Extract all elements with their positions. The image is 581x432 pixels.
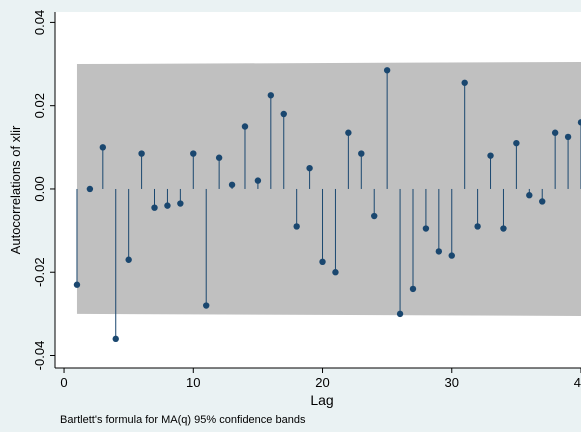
x-tick-label: 30	[445, 375, 459, 390]
y-tick-label: 0.04	[32, 10, 47, 35]
stem-marker	[293, 223, 300, 230]
x-tick-label: 10	[186, 375, 200, 390]
stem-marker	[267, 92, 275, 99]
stem-marker	[487, 152, 494, 159]
confidence-band	[76, 61, 581, 316]
stem-marker	[241, 123, 249, 130]
y-tick-label: 0.02	[32, 93, 47, 118]
stem-marker	[513, 139, 520, 147]
stem-marker	[319, 258, 326, 266]
note: Bartlett's formula for MA(q) 95% confide…	[60, 414, 306, 426]
stem-marker	[577, 119, 581, 126]
stem-marker	[228, 181, 236, 188]
stem-marker	[332, 269, 339, 276]
stem-marker	[138, 150, 145, 157]
stem-marker	[190, 150, 197, 157]
stem-marker	[203, 302, 210, 309]
stem-marker	[409, 285, 417, 293]
stem-marker	[526, 192, 533, 199]
stem-marker	[280, 110, 287, 118]
x-tick-label: 20	[315, 375, 329, 390]
stem-marker	[435, 248, 443, 255]
y-tick-label: -0.02	[32, 257, 47, 287]
y-tick-label: 0.00	[32, 176, 47, 201]
stem-marker	[396, 310, 404, 318]
stem-marker	[112, 335, 119, 343]
x-tick-label: 40	[574, 375, 581, 390]
stem-marker	[539, 198, 546, 205]
stem-marker	[99, 144, 107, 151]
y-tick-label: -0.04	[32, 341, 47, 371]
stem-marker	[383, 67, 391, 74]
x-axis-title: Lag	[310, 392, 333, 408]
y-axis-title: Autocorrelations of xlir	[8, 125, 23, 254]
stem-marker	[73, 281, 81, 288]
stem-marker	[177, 200, 184, 207]
stem-marker	[448, 252, 455, 259]
stem-marker	[371, 212, 378, 220]
stem-marker	[125, 256, 132, 263]
stem-marker	[254, 177, 262, 184]
stem-marker	[422, 225, 430, 232]
stem-marker	[306, 164, 313, 172]
stem-marker	[500, 225, 507, 232]
stem-marker	[461, 79, 468, 86]
stem-marker	[564, 133, 572, 141]
stem-marker	[345, 129, 352, 136]
stem-marker	[551, 129, 559, 136]
stem-marker	[474, 223, 481, 230]
x-tick-label: 0	[60, 375, 67, 390]
stem-marker	[215, 154, 223, 161]
stem-marker	[164, 202, 171, 209]
stem-marker	[86, 185, 94, 193]
stem-marker	[358, 150, 365, 157]
stem-marker	[151, 204, 158, 211]
